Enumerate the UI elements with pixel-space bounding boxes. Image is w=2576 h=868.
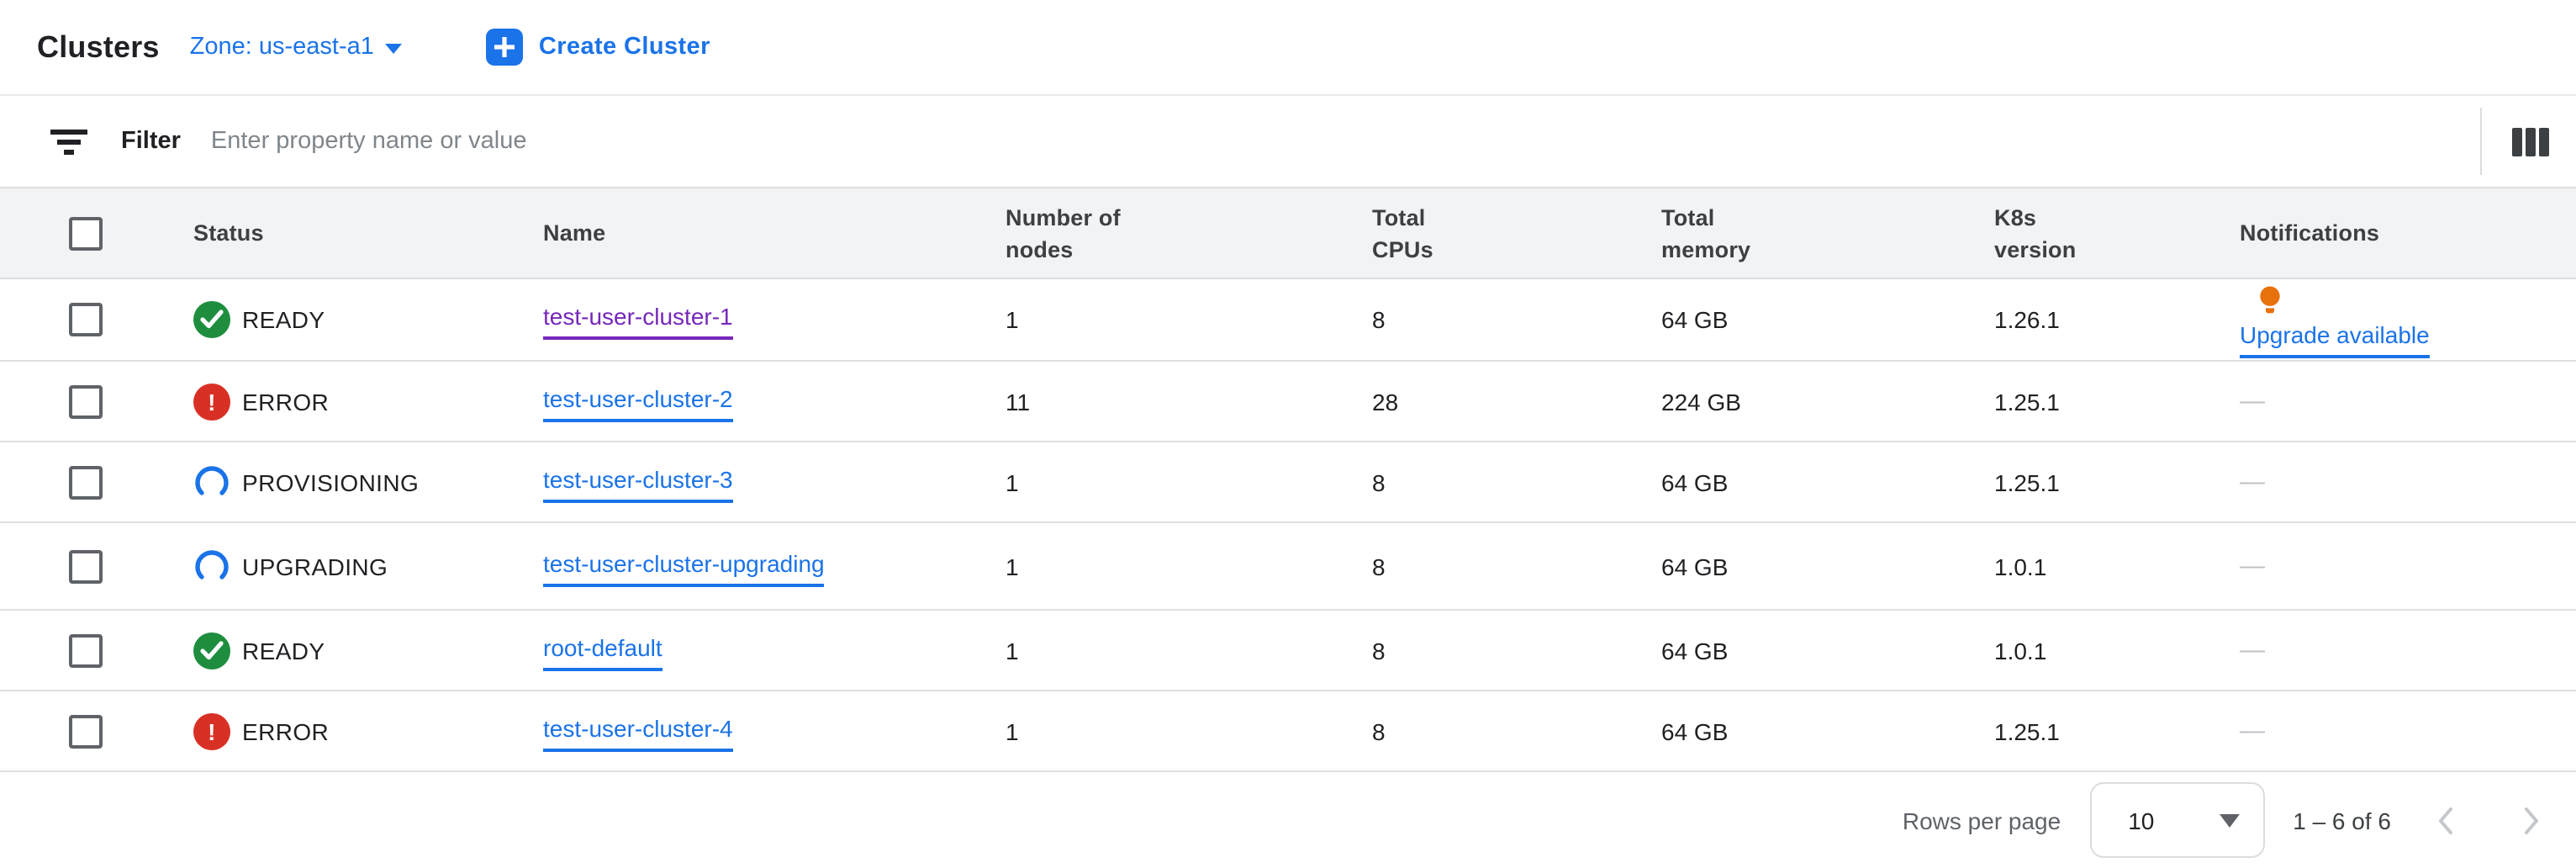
filter-label: Filter bbox=[121, 128, 181, 155]
status-label: PROVISIONING bbox=[242, 468, 420, 495]
k8s-version-cell: 1.25.1 bbox=[1994, 468, 2060, 495]
nodes-cell: 1 bbox=[1006, 306, 1019, 333]
status-label: READY bbox=[242, 637, 325, 664]
select-all-checkbox[interactable] bbox=[69, 216, 103, 250]
rows-per-page-select[interactable]: 10 bbox=[2089, 782, 2265, 858]
status-label: ERROR bbox=[242, 388, 330, 415]
filter-icon bbox=[50, 128, 87, 155]
memory-cell: 224 GB bbox=[1661, 388, 1741, 415]
memory-cell: 64 GB bbox=[1661, 468, 1729, 495]
k8s-version-cell: 1.26.1 bbox=[1994, 306, 2060, 333]
nodes-cell: 1 bbox=[1006, 717, 1019, 744]
zone-label: Zone: us-east-a1 bbox=[189, 34, 374, 61]
pagination-bar: Rows per page 10 1 – 6 of 6 bbox=[0, 772, 2576, 868]
cluster-name-link[interactable]: test-user-cluster-4 bbox=[543, 711, 733, 751]
clusters-table: Status Name Number of nodes Total CPUs T… bbox=[0, 187, 2576, 772]
rows-per-page-value: 10 bbox=[2128, 807, 2155, 834]
row-checkbox[interactable] bbox=[69, 465, 103, 499]
cpus-cell: 8 bbox=[1372, 306, 1386, 333]
memory-cell: 64 GB bbox=[1661, 306, 1729, 333]
cpus-cell: 8 bbox=[1372, 637, 1386, 664]
no-notification-dash: — bbox=[2240, 636, 2265, 664]
column-header-memory: Total memory bbox=[1661, 204, 1751, 262]
page-title: Clusters bbox=[37, 29, 160, 63]
chevron-right-icon bbox=[2525, 807, 2538, 834]
status-label: UPGRADING bbox=[242, 553, 388, 580]
column-header-notifications: Notifications bbox=[2240, 220, 2380, 246]
cluster-name-link[interactable]: test-user-cluster-upgrading bbox=[543, 546, 825, 586]
table-header-row: Status Name Number of nodes Total CPUs T… bbox=[0, 188, 2576, 278]
k8s-version-cell: 1.0.1 bbox=[1994, 637, 2047, 664]
column-header-nodes: Number of nodes bbox=[1006, 204, 1121, 262]
k8s-version-cell: 1.25.1 bbox=[1994, 717, 2060, 744]
row-checkbox[interactable] bbox=[69, 633, 103, 667]
row-checkbox[interactable] bbox=[69, 303, 103, 336]
progress-arc-icon bbox=[193, 548, 230, 585]
table-row: READY root-default 1 8 64 GB 1.0.1 — bbox=[0, 610, 2576, 691]
upgrade-available-link[interactable]: Upgrade available bbox=[2240, 318, 2430, 358]
k8s-version-cell: 1.0.1 bbox=[1994, 553, 2047, 580]
table-row: ! ERROR test-user-cluster-2 11 28 224 GB… bbox=[0, 361, 2576, 442]
chevron-down-icon bbox=[385, 44, 403, 54]
nodes-cell: 1 bbox=[1006, 468, 1019, 495]
row-checkbox[interactable] bbox=[69, 384, 103, 418]
no-notification-dash: — bbox=[2240, 387, 2265, 415]
no-notification-dash: — bbox=[2240, 552, 2265, 580]
cluster-name-link[interactable]: test-user-cluster-2 bbox=[543, 381, 733, 421]
memory-cell: 64 GB bbox=[1661, 553, 1729, 580]
progress-arc-icon bbox=[193, 463, 230, 500]
table-row: READY test-user-cluster-1 1 8 64 GB 1.26… bbox=[0, 278, 2576, 361]
dropdown-arrow-icon bbox=[2219, 813, 2240, 827]
top-bar: Clusters Zone: us-east-a1 Create Cluster bbox=[0, 0, 2576, 96]
no-notification-dash: — bbox=[2240, 468, 2265, 496]
filter-bar: Filter bbox=[0, 96, 2576, 187]
column-header-status: Status bbox=[193, 220, 264, 246]
cluster-name-link[interactable]: root-default bbox=[543, 630, 662, 670]
k8s-version-cell: 1.25.1 bbox=[1994, 388, 2060, 415]
status-label: READY bbox=[242, 306, 325, 333]
cluster-name-link[interactable]: test-user-cluster-1 bbox=[543, 299, 733, 340]
error-circle-icon: ! bbox=[193, 383, 230, 420]
cpus-cell: 28 bbox=[1372, 388, 1399, 415]
check-circle-icon bbox=[193, 632, 230, 669]
no-notification-dash: — bbox=[2240, 717, 2265, 745]
table-row: UPGRADING test-user-cluster-upgrading 1 … bbox=[0, 522, 2576, 610]
column-header-name: Name bbox=[543, 220, 606, 246]
previous-page-button[interactable] bbox=[2418, 795, 2475, 845]
nodes-cell: 1 bbox=[1006, 553, 1019, 580]
status-label: ERROR bbox=[242, 717, 330, 744]
nodes-cell: 1 bbox=[1006, 637, 1019, 664]
chevron-left-icon bbox=[2439, 807, 2452, 834]
cluster-name-link[interactable]: test-user-cluster-3 bbox=[543, 462, 733, 502]
cpus-cell: 8 bbox=[1372, 717, 1386, 744]
column-display-options-button[interactable] bbox=[2505, 119, 2556, 163]
filter-input[interactable] bbox=[210, 128, 2467, 155]
nodes-cell: 11 bbox=[1006, 388, 1031, 415]
plus-icon bbox=[486, 29, 524, 66]
lightbulb-icon bbox=[2260, 286, 2280, 314]
next-page-button[interactable] bbox=[2502, 795, 2559, 845]
check-circle-icon bbox=[193, 301, 230, 338]
rows-per-page-label: Rows per page bbox=[1902, 807, 2061, 834]
create-cluster-label: Create Cluster bbox=[538, 34, 710, 61]
column-header-k8s-version: K8s version bbox=[1994, 204, 2077, 262]
column-display-icon bbox=[2512, 127, 2522, 156]
cpus-cell: 8 bbox=[1372, 468, 1386, 495]
table-row: ! ERROR test-user-cluster-4 1 8 64 GB 1.… bbox=[0, 691, 2576, 771]
table-row: PROVISIONING test-user-cluster-3 1 8 64 … bbox=[0, 442, 2576, 522]
column-header-cpus: Total CPUs bbox=[1372, 204, 1433, 262]
row-checkbox[interactable] bbox=[69, 549, 103, 583]
memory-cell: 64 GB bbox=[1661, 637, 1729, 664]
create-cluster-button[interactable]: Create Cluster bbox=[486, 29, 710, 66]
cpus-cell: 8 bbox=[1372, 553, 1386, 580]
zone-selector[interactable]: Zone: us-east-a1 bbox=[190, 34, 403, 61]
divider bbox=[2480, 108, 2482, 175]
pagination-range: 1 – 6 of 6 bbox=[2293, 807, 2391, 834]
memory-cell: 64 GB bbox=[1661, 717, 1729, 744]
row-checkbox[interactable] bbox=[69, 714, 103, 748]
error-circle-icon: ! bbox=[193, 712, 230, 749]
